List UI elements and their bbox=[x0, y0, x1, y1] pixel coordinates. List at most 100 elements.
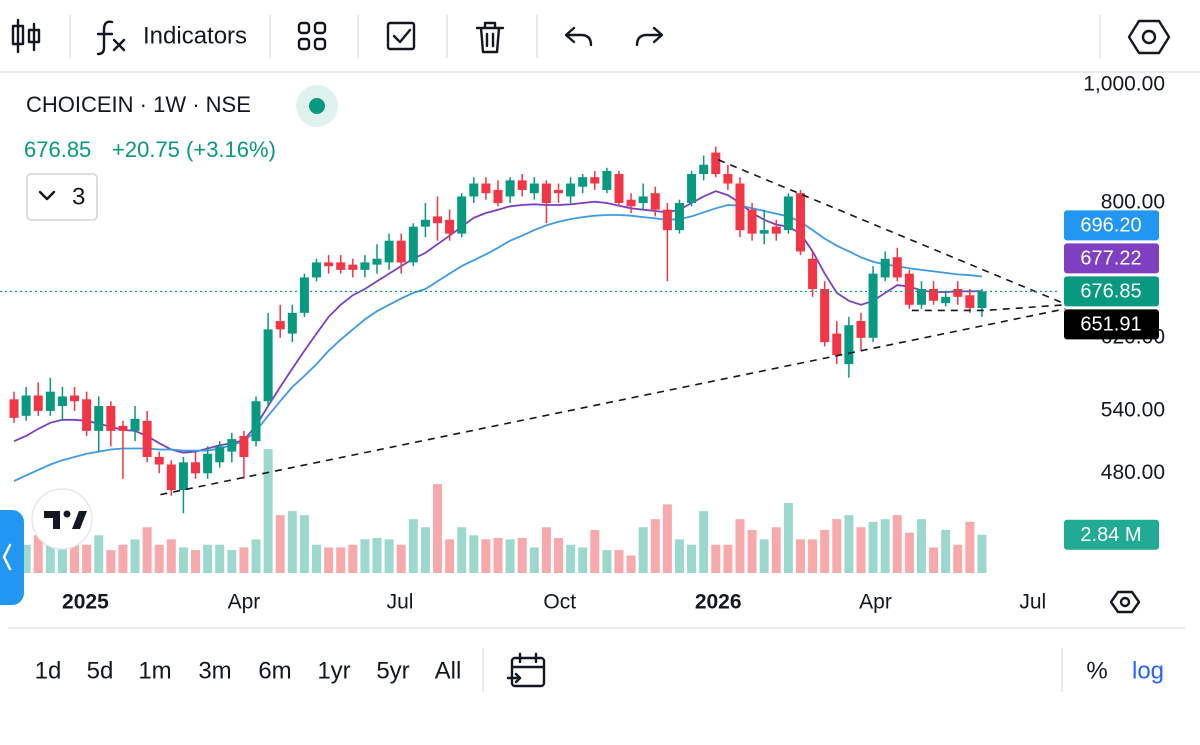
volume-bar bbox=[384, 539, 394, 573]
range-button[interactable]: 1d bbox=[35, 657, 62, 684]
volume-bar bbox=[626, 555, 636, 573]
price-badge-label: 651.91 bbox=[1080, 314, 1141, 336]
candle-body bbox=[70, 395, 80, 402]
volume-bar bbox=[396, 544, 406, 573]
chart-type-button[interactable] bbox=[11, 18, 41, 54]
candle-body bbox=[723, 174, 733, 184]
candle-body bbox=[941, 296, 951, 304]
price-badge bbox=[1064, 210, 1159, 241]
volume-bar bbox=[433, 484, 443, 573]
volume-bar bbox=[94, 535, 104, 573]
volume-bar bbox=[154, 544, 164, 573]
volume-bar bbox=[118, 544, 128, 573]
axis-settings-button[interactable] bbox=[1109, 590, 1141, 614]
volume-bar bbox=[759, 539, 769, 573]
candle-body bbox=[493, 189, 503, 204]
candle-body bbox=[45, 391, 55, 411]
side-tab[interactable] bbox=[0, 510, 24, 605]
volume-bar bbox=[312, 544, 322, 573]
range-button[interactable]: All bbox=[435, 657, 462, 684]
volume-bar bbox=[529, 547, 539, 573]
candle-body bbox=[203, 453, 213, 474]
undo-button[interactable] bbox=[564, 26, 593, 47]
indicators-button[interactable]: Indicators bbox=[96, 20, 247, 56]
candle-body bbox=[541, 183, 551, 204]
volume-bar bbox=[263, 449, 273, 573]
candle-body bbox=[578, 177, 588, 187]
volume-bar bbox=[795, 539, 805, 573]
log-toggle[interactable]: log bbox=[1132, 657, 1164, 684]
price-badge-label: 676.85 bbox=[1080, 281, 1141, 303]
volume-bar bbox=[614, 550, 624, 573]
candle-body bbox=[251, 401, 261, 442]
volume-bar bbox=[638, 527, 648, 573]
y-tick-label: 1,000.00 bbox=[1083, 73, 1165, 96]
volume-bar bbox=[916, 519, 926, 573]
settings-button[interactable] bbox=[1127, 19, 1171, 55]
candle-body bbox=[638, 196, 648, 204]
volume-bar bbox=[299, 515, 309, 573]
x-tick-label: Jul bbox=[387, 591, 414, 614]
candle-body bbox=[408, 226, 418, 263]
candle-body bbox=[215, 446, 225, 463]
candle-body bbox=[505, 180, 515, 197]
volume-bar bbox=[650, 519, 660, 573]
goto-date-button[interactable] bbox=[506, 652, 546, 688]
x-tick-label: Apr bbox=[228, 591, 261, 614]
volume-bar bbox=[880, 519, 890, 573]
candle-body bbox=[965, 295, 975, 308]
volume-bar bbox=[372, 538, 382, 573]
volume-bar bbox=[130, 539, 140, 573]
select-button[interactable] bbox=[386, 21, 416, 51]
volume-bar bbox=[457, 527, 467, 573]
candle-body bbox=[953, 288, 963, 297]
volume-bar bbox=[783, 503, 793, 573]
redo-button[interactable] bbox=[635, 26, 664, 47]
layout-button[interactable] bbox=[297, 21, 327, 51]
price-change: +20.75 (+3.16%) bbox=[112, 137, 276, 162]
symbol-label: CHOICEIN · 1W · NSE bbox=[26, 92, 251, 117]
x-tick-label: Oct bbox=[543, 591, 576, 614]
volume-bar bbox=[57, 547, 67, 573]
y-tick-label: 800.00 bbox=[1101, 191, 1165, 214]
volume-bar bbox=[215, 544, 225, 573]
candle-body bbox=[481, 183, 491, 194]
candle-body bbox=[457, 196, 467, 234]
y-tick-label: 540.00 bbox=[1101, 398, 1165, 421]
candle-body bbox=[227, 439, 237, 452]
percent-toggle[interactable]: % bbox=[1086, 657, 1107, 684]
tradingview-logo bbox=[31, 488, 93, 550]
candle-body bbox=[239, 436, 249, 457]
delete-button[interactable] bbox=[475, 21, 505, 54]
range-button[interactable]: 5yr bbox=[376, 657, 409, 684]
volume-bar bbox=[166, 539, 176, 573]
volume-bar bbox=[578, 547, 588, 573]
x-tick-label: Apr bbox=[859, 591, 892, 614]
range-button[interactable]: 1m bbox=[138, 657, 171, 684]
volume-bar bbox=[469, 535, 479, 573]
candle-body bbox=[650, 193, 660, 210]
volume-badge-label: 2.84 M bbox=[1080, 524, 1141, 546]
volume-bar bbox=[420, 527, 430, 573]
volume-bar bbox=[493, 538, 503, 573]
volume-bar bbox=[929, 547, 939, 573]
candle-body bbox=[808, 258, 818, 289]
legend: CHOICEIN · 1W · NSE 676.85 +20.75 (+3.16… bbox=[24, 85, 338, 221]
range-button[interactable]: 3m bbox=[198, 657, 231, 684]
indicator-toggle[interactable]: 3 bbox=[26, 173, 98, 221]
range-button[interactable]: 6m bbox=[258, 657, 291, 684]
candle-body bbox=[662, 209, 672, 231]
volume-bar bbox=[227, 550, 237, 573]
candle-body bbox=[433, 216, 443, 224]
candle-body bbox=[711, 152, 721, 175]
candle-body bbox=[420, 219, 430, 227]
range-bar: % log 1d 5d 1m 3m 6m 1yr 5yr All bbox=[35, 648, 1164, 692]
candle-body bbox=[384, 240, 394, 263]
volume-bar bbox=[832, 519, 842, 573]
volume-bar bbox=[735, 519, 745, 573]
x-tick-label: 2026 bbox=[695, 591, 742, 614]
range-button[interactable]: 5d bbox=[87, 657, 114, 684]
range-button[interactable]: 1yr bbox=[317, 657, 350, 684]
volume-bar bbox=[408, 519, 418, 573]
candle-body bbox=[178, 462, 188, 491]
